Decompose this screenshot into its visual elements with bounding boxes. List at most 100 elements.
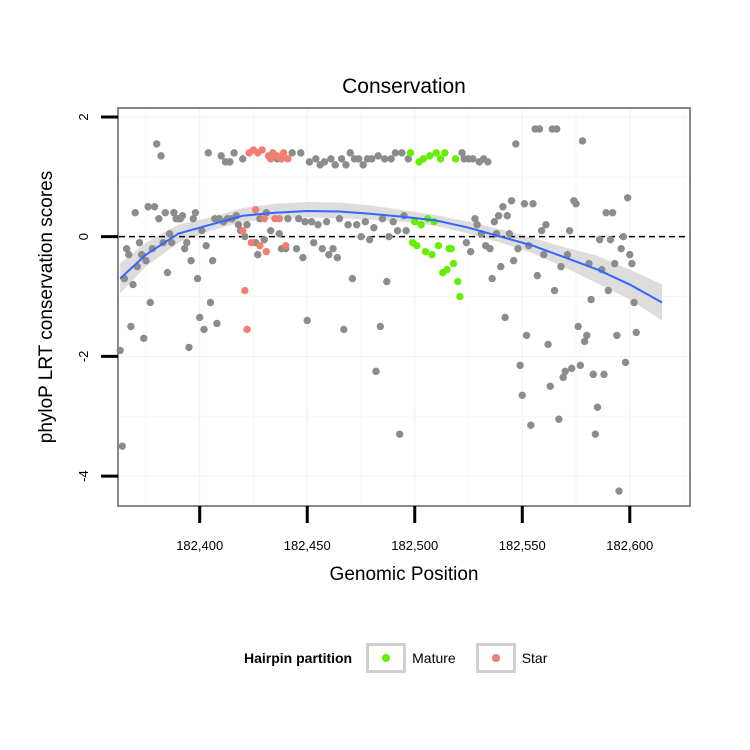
x-axis: 182,400 182,450 182,500 182,550 182,600 <box>118 505 690 553</box>
data-point-other <box>355 155 363 163</box>
data-point-other <box>239 155 247 163</box>
data-point-other <box>118 442 127 450</box>
x-axis-label: Genomic Position <box>330 564 479 585</box>
data-point-star <box>241 286 249 295</box>
data-point-other <box>380 155 389 163</box>
data-point-star <box>251 206 260 214</box>
data-point-star <box>266 155 275 163</box>
data-point-other <box>561 367 569 376</box>
data-point-other <box>303 316 311 325</box>
data-point-other <box>254 250 262 259</box>
data-point-other <box>578 137 587 145</box>
y-axis: 2 0 -2 -4 <box>76 108 119 506</box>
legend-key-mature <box>366 643 407 673</box>
data-point-other <box>488 274 496 283</box>
y-tick-label: 2 <box>76 113 91 120</box>
x-tick-label: 182,450 <box>284 538 331 553</box>
data-point-mature <box>417 221 425 229</box>
data-point-other <box>626 250 634 259</box>
data-point-other <box>572 200 580 208</box>
legend-dot-mature <box>382 654 391 662</box>
data-point-other <box>615 487 623 495</box>
data-point-other <box>208 256 217 265</box>
data-point-other <box>359 161 367 169</box>
data-point-star <box>260 215 268 223</box>
data-point-other <box>243 221 251 229</box>
data-point-other <box>187 256 195 265</box>
data-point-other <box>600 370 608 379</box>
data-point-other <box>503 212 511 220</box>
data-point-other <box>595 235 604 244</box>
data-point-other <box>520 200 529 208</box>
data-point-other <box>146 298 154 307</box>
data-point-other <box>589 370 597 379</box>
data-point-other <box>559 373 567 382</box>
loess-line <box>119 209 663 304</box>
data-point-other <box>499 203 507 211</box>
data-point-other <box>611 259 619 268</box>
data-point-other <box>180 244 189 253</box>
data-point-other <box>178 212 187 220</box>
data-point-other <box>348 274 357 283</box>
data-point-other <box>191 209 200 217</box>
data-point-other <box>374 152 382 160</box>
data-point-other <box>466 247 475 256</box>
legend-key-star <box>475 643 516 673</box>
data-point-other <box>557 262 565 271</box>
data-point-other <box>202 241 210 250</box>
data-point-other <box>241 232 249 241</box>
y-axis-label: phyloP LRT conservation scores <box>36 171 57 444</box>
data-point-other <box>153 140 161 148</box>
data-point-other <box>129 280 137 289</box>
loess-curve <box>119 209 663 304</box>
data-point-other <box>170 209 178 217</box>
data-point-other <box>619 232 628 241</box>
legend: Hairpin partition Mature Star <box>244 640 567 676</box>
data-point-other <box>514 244 522 253</box>
data-point-star <box>284 155 292 163</box>
data-point-other <box>490 218 499 226</box>
data-point-mature <box>436 155 445 163</box>
data-point-other <box>516 361 524 370</box>
data-point-other <box>226 158 234 166</box>
data-point-other <box>168 238 176 247</box>
data-point-other <box>337 155 346 163</box>
data-point-other <box>568 364 576 373</box>
data-point-other <box>163 268 172 277</box>
data-point-other <box>552 125 561 133</box>
data-point-other <box>331 161 339 169</box>
data-point-other <box>294 215 303 223</box>
data-point-other <box>370 223 378 232</box>
data-point-other <box>576 361 585 370</box>
data-point-mature <box>434 241 443 250</box>
data-point-other <box>357 232 365 241</box>
data-point-other <box>340 325 348 334</box>
data-point-mature <box>421 247 430 256</box>
data-point-other <box>471 215 479 223</box>
data-point-other <box>266 226 275 235</box>
data-point-mature <box>419 155 428 163</box>
data-point-other <box>608 209 617 217</box>
y-tick-label: -4 <box>76 470 91 482</box>
data-point-other <box>185 343 193 352</box>
data-point-other <box>473 221 481 229</box>
data-point-other <box>565 226 574 235</box>
data-point-other <box>621 358 630 367</box>
data-point-other <box>157 152 165 160</box>
x-tick-label: 182,500 <box>391 538 438 553</box>
data-point-other <box>196 313 204 322</box>
data-point-star <box>256 241 264 250</box>
data-point-other <box>301 218 309 226</box>
data-point-other <box>378 215 387 223</box>
data-point-mature <box>454 277 462 286</box>
data-point-mature <box>443 265 451 274</box>
data-point-mature <box>411 218 419 226</box>
data-point-other <box>604 286 612 295</box>
data-point-other <box>583 331 591 340</box>
data-point-other <box>284 215 292 223</box>
data-point-other <box>509 256 518 265</box>
data-point-other <box>217 152 225 160</box>
data-point-other <box>288 149 296 157</box>
data-point-other <box>161 209 170 217</box>
data-point-other <box>527 421 535 429</box>
